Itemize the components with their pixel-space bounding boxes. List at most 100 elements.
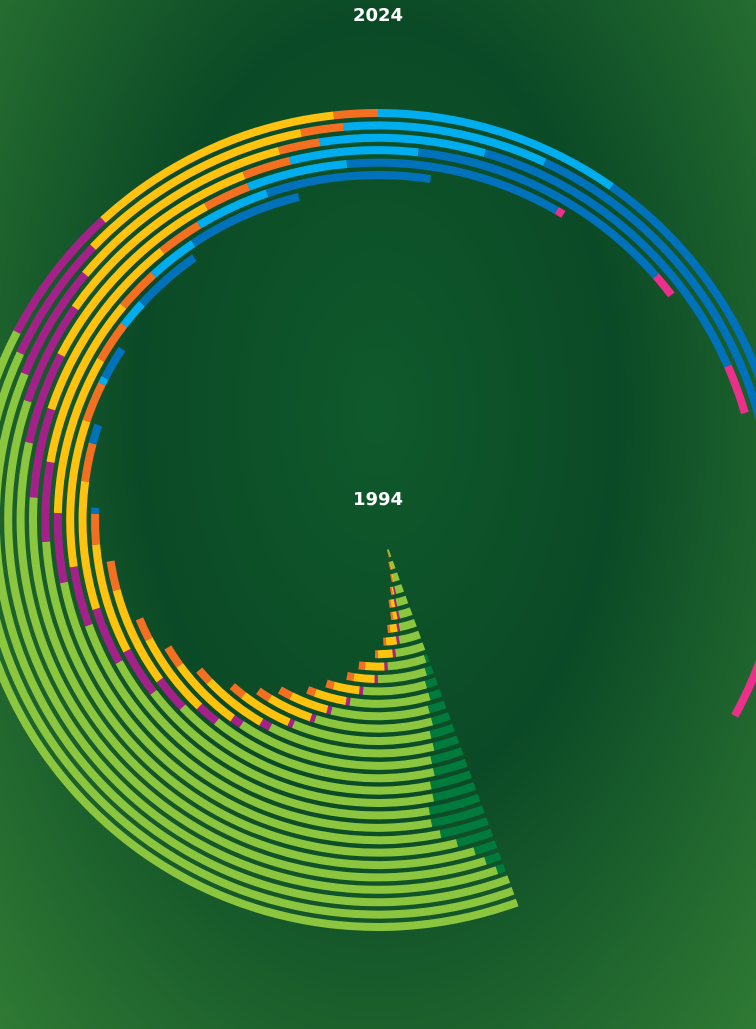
arc-2003-s5 — [358, 661, 366, 671]
arc-2005-s5 — [325, 679, 335, 690]
arc-2008-s5 — [256, 687, 272, 702]
arc-2020-s3 — [25, 353, 65, 444]
arc-2002-s2 — [394, 642, 426, 658]
arc-2020-s5 — [204, 183, 250, 211]
arc-2021-s2 — [4, 399, 499, 894]
arc-2000-s4 — [389, 623, 398, 633]
arc-2013-s4 — [112, 589, 164, 683]
arc-2007-s3 — [326, 705, 333, 715]
arc-2015-s3 — [92, 607, 123, 665]
arc-2019-s3 — [29, 407, 56, 498]
arc-2012-s1 — [432, 758, 468, 776]
arc-2001-s2 — [398, 630, 422, 644]
arc-2009-s1 — [429, 723, 455, 739]
arc-2008-s3 — [309, 713, 317, 723]
arc-2006-s3 — [345, 697, 351, 706]
arc-2006-s1 — [428, 688, 443, 701]
arc-2018-s3 — [41, 461, 55, 543]
arc-2020-s4 — [57, 203, 209, 357]
arc-2014-s1 — [432, 782, 477, 802]
arc-2022-s2 — [0, 372, 511, 907]
arc-2014-s4 — [92, 544, 131, 653]
arc-2017-s3 — [53, 512, 68, 584]
arc-1997-s2 — [394, 584, 405, 595]
arc-2003-s4 — [364, 662, 385, 671]
arc-2005-s2 — [362, 680, 428, 696]
arc-2017-s7 — [138, 254, 197, 307]
arc-2016-s1 — [430, 805, 485, 828]
arc-2017-s4 — [53, 357, 105, 514]
arc-2000-s2 — [398, 619, 417, 632]
arc-2017-s5 — [97, 322, 128, 362]
arc-1996-s2 — [392, 572, 400, 582]
arc-2024-s4 — [100, 111, 335, 223]
arc-2015-s5 — [81, 442, 97, 482]
arc-2023-s2 — [0, 351, 515, 919]
arc-2018-s5 — [120, 271, 157, 309]
arc-2022-s3 — [21, 271, 89, 376]
arc-2021-s5 — [242, 156, 292, 180]
arc-2009-s3 — [287, 718, 295, 728]
arc-2023-s3 — [16, 244, 96, 355]
arc-1998-s2 — [395, 595, 409, 607]
arc-2016-s2 — [85, 623, 433, 832]
arc-2017-s6 — [120, 300, 145, 328]
arc-2024-s8 — [731, 659, 756, 718]
arc-2024-s6 — [377, 109, 614, 190]
arc-2018-s2 — [42, 541, 458, 857]
arc-2011-s2 — [239, 721, 433, 770]
arc-2020-s2 — [16, 441, 487, 882]
arc-2015-s7 — [88, 423, 103, 445]
arc-1998-s4 — [390, 599, 396, 608]
arc-2003-s1 — [423, 653, 430, 663]
arc-2017-s1 — [439, 817, 489, 838]
arc-2010-s5 — [196, 667, 213, 685]
arc-2009-s2 — [291, 720, 432, 745]
arc-2018-s6 — [150, 240, 196, 278]
arc-2008-s2 — [314, 715, 434, 733]
arc-2006-s2 — [349, 692, 431, 708]
arc-1995-s2 — [390, 560, 396, 570]
arc-2010-s3 — [259, 718, 273, 731]
arc-2021-s8 — [653, 273, 675, 298]
arc-2019-s7 — [265, 171, 432, 198]
arc-2022-s5 — [278, 138, 321, 155]
arc-2008-s1 — [430, 712, 451, 726]
arc-2004-s1 — [424, 665, 434, 676]
arc-2001-s4 — [385, 636, 398, 646]
arc-2020-s8 — [554, 207, 566, 218]
arc-2022-s6 — [319, 133, 487, 157]
arc-2004-s2 — [377, 667, 428, 683]
arc-2013-s3 — [156, 677, 186, 710]
arc-2020-s6 — [247, 159, 348, 191]
arc-2011-s5 — [164, 645, 184, 668]
arc-2015-s2 — [115, 660, 430, 820]
arc-2021-s3 — [24, 305, 79, 403]
arc-2010-s1 — [432, 735, 460, 751]
arc-2005-s4 — [332, 681, 360, 695]
arc-2013-s2 — [179, 704, 432, 795]
arc-2019-s6 — [196, 189, 269, 229]
arc-2007-s4 — [289, 692, 329, 714]
arc-2016-s5 — [82, 382, 106, 423]
arc-2021-s1 — [495, 863, 506, 874]
arc-2009-s4 — [241, 692, 291, 726]
arc-2014-s2 — [150, 689, 434, 807]
arc-2004-s5 — [346, 672, 355, 682]
arc-2012-s2 — [213, 718, 435, 783]
arc-2023-s5 — [300, 122, 344, 137]
arc-2018-s1 — [456, 828, 494, 847]
arc-2004-s4 — [353, 673, 375, 683]
arc-2022-s4 — [82, 146, 281, 277]
arc-2024-s7 — [609, 183, 756, 381]
arc-2016-s6 — [98, 376, 109, 386]
arc-2006-s5 — [306, 686, 317, 697]
arc-2013-s5 — [106, 560, 121, 592]
arc-2010-s2 — [268, 723, 435, 758]
arc-2012-s3 — [196, 703, 219, 725]
arc-2021-s7 — [417, 148, 660, 279]
arc-2020-s7 — [346, 158, 559, 214]
arc-2009-s5 — [229, 683, 246, 699]
arc-2022-s8 — [724, 364, 749, 415]
